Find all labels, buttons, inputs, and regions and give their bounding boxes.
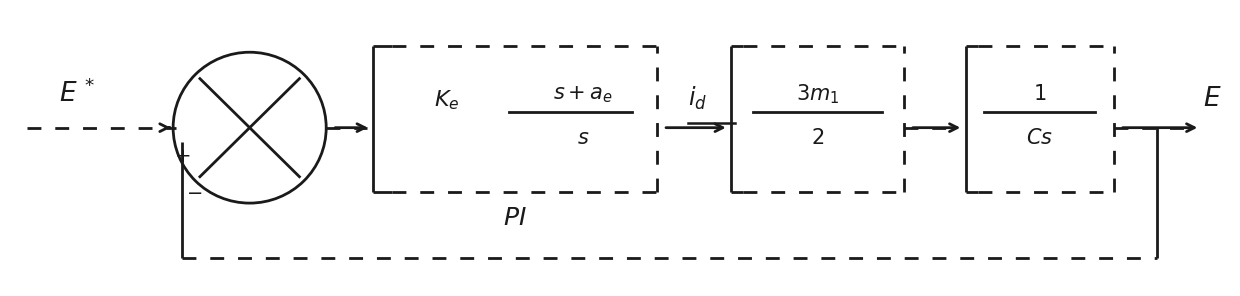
Text: $s+a_e$: $s+a_e$ xyxy=(553,84,613,104)
Text: $PI$: $PI$ xyxy=(503,206,527,230)
Text: $K_e$: $K_e$ xyxy=(434,88,460,112)
Text: $Cs$: $Cs$ xyxy=(1027,128,1053,148)
Text: $E$: $E$ xyxy=(1203,86,1221,111)
Text: $s$: $s$ xyxy=(577,128,589,148)
Text: $1$: $1$ xyxy=(1033,84,1047,104)
Text: $-$: $-$ xyxy=(186,182,202,201)
Text: $i_d$: $i_d$ xyxy=(688,85,707,112)
Text: $3m_1$: $3m_1$ xyxy=(796,83,839,106)
Text: $+$: $+$ xyxy=(174,147,190,166)
Text: $2$: $2$ xyxy=(811,128,825,148)
Text: $E^{\,*}$: $E^{\,*}$ xyxy=(60,78,94,107)
